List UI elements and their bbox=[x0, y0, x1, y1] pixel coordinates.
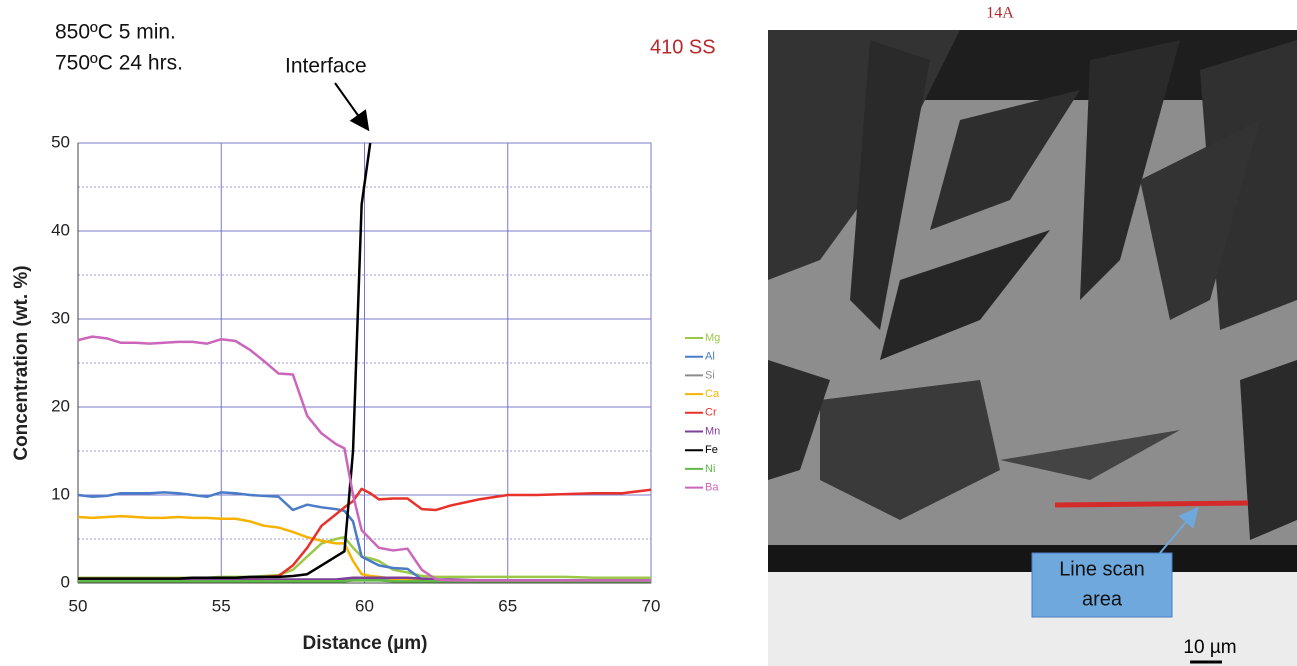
y-tick-label: 30 bbox=[51, 308, 70, 327]
x-axis-label: Distance (µm) bbox=[303, 633, 428, 654]
scale-bar-label: 10 µm bbox=[1183, 637, 1236, 658]
legend-label: Al bbox=[705, 351, 715, 363]
material-label: 410 SS bbox=[650, 36, 716, 58]
y-tick-label: 40 bbox=[51, 220, 70, 239]
annotation: 850ºC 5 min. bbox=[55, 21, 176, 44]
callout-line: area bbox=[1082, 588, 1123, 610]
legend-label: Mg bbox=[705, 332, 720, 344]
image-label: 14A bbox=[986, 5, 1014, 22]
annotation: 750ºC 24 hrs. bbox=[55, 52, 183, 75]
x-tick-label: 60 bbox=[355, 596, 374, 615]
x-tick-label: 65 bbox=[498, 596, 517, 615]
legend-label: Ba bbox=[705, 482, 719, 494]
y-tick-label: 10 bbox=[51, 484, 70, 503]
data-line bbox=[78, 142, 372, 580]
legend-label: Fe bbox=[705, 444, 718, 456]
x-tick-label: 50 bbox=[69, 596, 88, 615]
legend-label: Mn bbox=[705, 425, 720, 437]
data-line bbox=[77, 335, 651, 582]
legend-label: Cr bbox=[705, 407, 717, 419]
micrograph bbox=[768, 30, 1297, 666]
callout-line: Line scan bbox=[1059, 558, 1145, 580]
annotation-arrow bbox=[334, 82, 370, 132]
x-tick-label: 70 bbox=[642, 596, 661, 615]
y-tick-label: 50 bbox=[51, 132, 70, 151]
legend-label: Ni bbox=[705, 463, 715, 475]
y-tick-label: 20 bbox=[51, 396, 70, 415]
legend-label: Ca bbox=[705, 388, 720, 400]
y-axis-label: Concentration (wt. %) bbox=[11, 265, 32, 460]
y-tick-label: 0 bbox=[61, 572, 70, 591]
legend-label: Si bbox=[705, 369, 715, 381]
annotation: Interface bbox=[285, 55, 367, 78]
x-tick-label: 55 bbox=[212, 596, 231, 615]
